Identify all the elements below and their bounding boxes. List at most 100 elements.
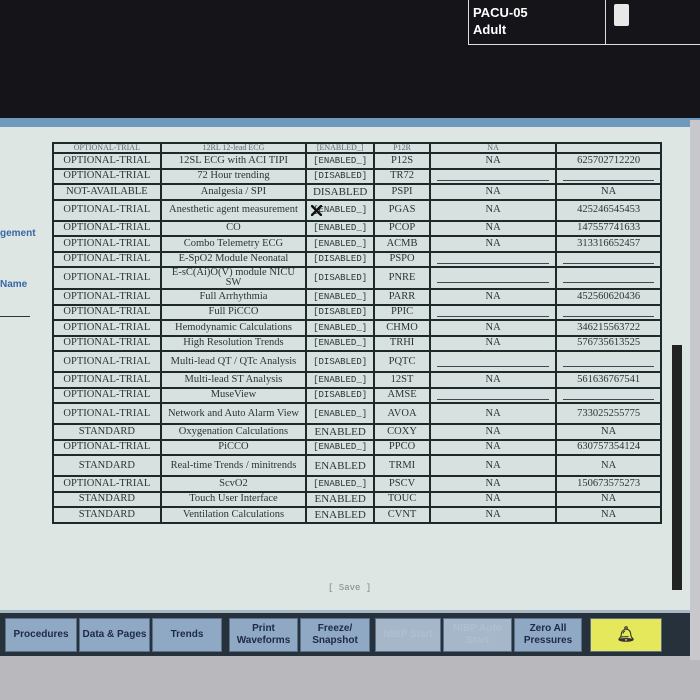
cell-key: NA <box>555 423 662 441</box>
cell-state[interactable]: [ENABLED_] <box>305 198 376 222</box>
empty-field[interactable] <box>436 357 550 367</box>
cell-state[interactable]: [ENABLED_] <box>305 371 376 389</box>
nibp-auto-start-button[interactable]: NIBP Auto Start <box>443 618 512 652</box>
freeze-snapshot-button[interactable]: Freeze/ Snapshot <box>300 618 370 652</box>
table-row[interactable]: STANDARD Ventilation Calculations ENABLED C… <box>52 506 662 524</box>
cell-state[interactable]: DISABLED <box>305 183 376 201</box>
cell-key: 576735613525 <box>555 334 662 352</box>
empty-field[interactable] <box>563 254 654 265</box>
cell-state[interactable]: [ENABLED_] <box>305 219 376 237</box>
cell-feature: ScvO2 <box>159 475 308 493</box>
table-row[interactable]: OPTIONAL-TRIAL Multi-lead ST Analysis [ENA… <box>52 371 662 389</box>
cell-state[interactable]: [ENABLED_] <box>305 475 376 493</box>
cell-state[interactable]: ENABLED <box>305 506 376 524</box>
table-row[interactable]: OPTIONAL-TRIAL Full Arrhythmia [ENABLED_] P… <box>52 288 662 306</box>
cell-feature: MuseView <box>159 386 308 404</box>
table-row[interactable]: STANDARD Real-time Trends / minitrends ENA… <box>52 454 662 477</box>
bell-alarm-icon: 🔔︎ <box>616 626 636 643</box>
cell-state[interactable]: [DISABLED] <box>305 266 376 290</box>
cell-code: PPIC <box>373 303 431 321</box>
patient-info-box[interactable]: PACU-05 Adult <box>468 0 606 45</box>
cell-key <box>555 266 662 290</box>
battery-icon <box>614 4 629 26</box>
table-row[interactable]: NOT-AVAILABLE Analgesia / SPI DISABLED PSPI… <box>52 183 662 201</box>
cell-state[interactable]: [DISABLED] <box>305 167 376 185</box>
save-button[interactable]: [ Save ] <box>328 583 372 593</box>
cell-state[interactable]: [ENABLED_] <box>305 438 376 456</box>
table-row[interactable]: OPTIONAL-TRIAL Full PiCCO [DISABLED] PPIC <box>52 303 662 321</box>
cell-state[interactable]: [ENABLED_] <box>305 288 376 306</box>
empty-field[interactable] <box>436 307 550 318</box>
table-row[interactable]: OPTIONAL-TRIAL CO [ENABLED_] PCOP NA 14755774… <box>52 219 662 237</box>
cell-state[interactable]: ENABLED <box>305 490 376 508</box>
cell-state[interactable]: [DISABLED] <box>305 303 376 321</box>
table-row[interactable]: STANDARD Oxygenation Calculations ENABLED C… <box>52 423 662 441</box>
table-row[interactable]: STANDARD Touch User Interface ENABLED TOUC N… <box>52 490 662 508</box>
empty-field[interactable] <box>563 357 654 367</box>
table-row[interactable]: OPTIONAL-TRIAL MuseView [DISABLED] AMSE <box>52 386 662 404</box>
table-row[interactable]: OPTIONAL-TRIAL 12SL ECG with ACI TIPI [ENA… <box>52 152 662 170</box>
cell-status: OPTIONAL-TRIAL <box>52 198 162 222</box>
data-pages-button[interactable]: Data & Pages <box>79 618 150 652</box>
cell-state[interactable]: ENABLED <box>305 454 376 477</box>
window-title-band <box>0 118 700 127</box>
cell-state[interactable]: [ENABLED_] <box>305 319 376 337</box>
empty-field[interactable] <box>436 171 550 182</box>
cell-feature: Combo Telemetry ECG <box>159 235 308 253</box>
partial-cell-text: P12R <box>393 144 411 152</box>
zero-all-pressures-button[interactable]: Zero All Pressures <box>514 618 582 652</box>
scrollbar[interactable] <box>672 345 682 590</box>
table-row[interactable]: OPTIONAL-TRIAL E-SpO2 Module Neonatal [DIS… <box>52 250 662 268</box>
table-row[interactable]: OPTIONAL-TRIAL 72 Hour trending [DISABLED]… <box>52 167 662 185</box>
cell-state[interactable]: [ENABLED_] <box>305 334 376 352</box>
table-row[interactable]: OPTIONAL-TRIAL Multi-lead QT / QTc Analys… <box>52 350 662 373</box>
table-row[interactable]: OPTIONAL-TRIAL Anesthetic agent measureme… <box>52 198 662 222</box>
cell-feature: Anesthetic agent measurement <box>159 198 308 222</box>
cell-state[interactable]: [DISABLED] <box>305 386 376 404</box>
cell-feature: Multi-lead QT / QTc Analysis <box>159 350 308 373</box>
cell-state[interactable]: [ENABLED_] <box>305 402 376 425</box>
side-label-management[interactable]: gement <box>0 228 36 239</box>
empty-field[interactable] <box>436 273 550 283</box>
table-row[interactable]: OPTIONAL-TRIAL High Resolution Trends [ENA… <box>52 334 662 352</box>
cell-code: PPCO <box>373 438 431 456</box>
empty-field[interactable] <box>563 171 654 182</box>
empty-field[interactable] <box>563 390 654 401</box>
alarm-button[interactable]: 🔔︎ <box>590 618 662 652</box>
cell-status: OPTIONAL-TRIAL <box>52 266 162 290</box>
cell-feature: E-sC(Ai)O(V) module NICU SW <box>159 266 308 290</box>
patient-type: Adult <box>473 22 507 37</box>
table-row[interactable]: OPTIONAL-TRIAL ScvO2 [ENABLED_] PSCV NA 15067… <box>52 475 662 493</box>
trends-button[interactable]: Trends <box>152 618 222 652</box>
top-status-bar: PACU-05 Adult <box>0 0 700 120</box>
cell-state[interactable]: [ENABLED_] <box>305 152 376 170</box>
cell-state[interactable]: [DISABLED] <box>305 350 376 373</box>
table-row[interactable]: OPTIONAL-TRIAL PiCCO [ENABLED_] PPCO NA 63075… <box>52 438 662 456</box>
cell-col5: NA <box>428 288 558 306</box>
nibp-start-button[interactable]: NIBP Start <box>375 618 441 652</box>
cell-state[interactable]: [ENABLED_] <box>305 235 376 253</box>
table-row[interactable]: OPTIONAL-TRIAL Combo Telemetry ECG [ENABLE… <box>52 235 662 253</box>
empty-field[interactable] <box>436 390 550 401</box>
cell-col5: NA <box>428 235 558 253</box>
table-row[interactable]: OPTIONAL-TRIAL Network and Auto Alarm Vie… <box>52 402 662 425</box>
cell-key <box>555 167 662 185</box>
cell-feature: Hemodynamic Calculations <box>159 319 308 337</box>
cell-key <box>555 350 662 373</box>
cell-code: AMSE <box>373 386 431 404</box>
empty-field[interactable] <box>563 307 654 318</box>
empty-field[interactable] <box>436 254 550 265</box>
side-label-name[interactable]: Name <box>0 279 28 290</box>
cell-state[interactable]: [DISABLED] <box>305 250 376 268</box>
empty-field[interactable] <box>563 273 654 283</box>
cell-feature: 12RL 12-lead ECG <box>159 142 308 154</box>
print-waveforms-button[interactable]: Print Waveforms <box>229 618 298 652</box>
procedures-button[interactable]: Procedures <box>5 618 77 652</box>
cell-col5: NA <box>428 334 558 352</box>
table-row[interactable]: OPTIONAL-TRIAL E-sC(Ai)O(V) module NICU S… <box>52 266 662 290</box>
cell-state[interactable]: ENABLED <box>305 423 376 441</box>
cell-feature: Ventilation Calculations <box>159 506 308 524</box>
table-row[interactable]: OPTIONAL-TRIAL Hemodynamic Calculations [E… <box>52 319 662 337</box>
bottom-menu-bar: Procedures Data & Pages Trends Print Wav… <box>0 610 690 656</box>
cell-feature: Oxygenation Calculations <box>159 423 308 441</box>
